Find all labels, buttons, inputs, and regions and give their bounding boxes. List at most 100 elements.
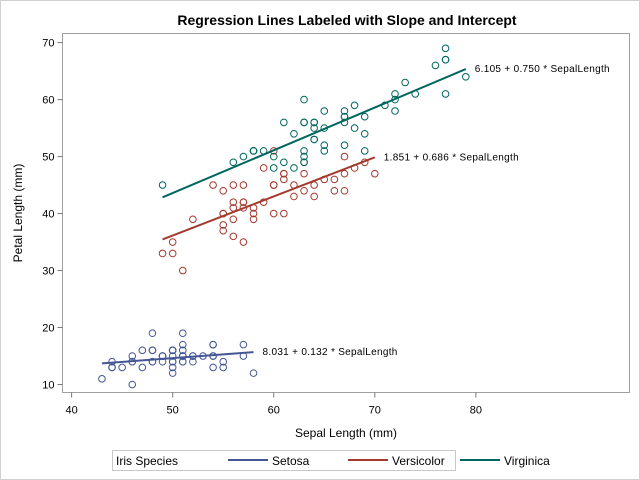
point-versicolor [229,232,238,241]
point-versicolor [290,192,298,201]
point-versicolor [219,186,228,195]
point-setosa [189,357,197,366]
point-setosa [178,329,187,338]
point-versicolor [239,198,248,206]
point-versicolor [340,169,349,178]
point-versicolor [259,164,268,172]
point-virginica [360,147,369,155]
legend-label-virginica: Virginica [504,454,550,468]
point-setosa [219,363,228,372]
point-virginica [350,101,359,110]
point-versicolor [168,249,177,258]
point-versicolor [168,238,177,246]
point-versicolor [371,169,379,178]
regression-line-versicolor [162,156,376,241]
point-virginica [269,164,278,172]
point-versicolor [269,181,278,189]
point-virginica [340,107,349,115]
point-virginica [310,118,318,127]
point-virginica [300,147,308,155]
point-versicolor [229,198,238,206]
point-versicolor [239,238,248,246]
point-versicolor [340,152,349,161]
point-setosa [128,380,137,389]
y-tick-label: 50 [42,152,54,164]
point-virginica [340,141,349,149]
point-setosa [168,363,177,372]
point-versicolor [178,266,187,275]
point-virginica [280,158,288,167]
point-virginica [431,61,440,70]
point-versicolor [300,169,308,178]
x-tick-label: 40 [65,405,77,417]
point-virginica [350,124,359,132]
point-virginica [320,141,329,149]
point-versicolor [280,209,288,218]
point-versicolor [219,221,228,229]
point-versicolor [249,215,258,224]
point-versicolor [219,226,228,235]
y-tick-label: 10 [42,380,54,392]
y-tick-label: 70 [42,38,54,50]
legend-label-setosa: Setosa [272,454,310,468]
point-setosa [148,346,157,355]
point-virginica [290,164,298,172]
point-setosa [178,352,187,360]
legend-label-versicolor: Versicolor [392,454,445,468]
point-setosa [108,363,116,372]
y-axis-label: Petal Length (mm) [11,164,25,263]
point-virginica [158,181,167,189]
point-setosa [138,363,147,372]
point-virginica [360,129,369,138]
point-virginica [441,44,450,53]
point-virginica [280,118,288,127]
point-setosa [239,340,248,349]
legend-title: Iris Species [116,454,178,468]
point-setosa [128,352,137,360]
point-versicolor [209,181,217,189]
point-setosa [178,340,187,349]
point-setosa [168,346,177,355]
x-tick-label: 60 [268,405,280,417]
point-setosa [98,375,106,383]
point-setosa [168,369,177,377]
chart-title: Regression Lines Labeled with Slope and … [177,12,517,28]
legend-box [112,450,456,471]
point-versicolor [330,175,339,184]
point-setosa [249,369,258,377]
point-setosa [148,329,157,338]
point-virginica [300,118,308,127]
point-versicolor [189,215,197,224]
y-tick-label: 20 [42,323,54,335]
point-versicolor [280,169,288,178]
point-virginica [300,95,308,104]
point-versicolor [280,175,288,184]
point-virginica [441,90,450,98]
point-virginica [391,90,399,98]
point-versicolor [158,249,167,258]
point-virginica [320,147,329,155]
point-virginica [461,73,470,81]
point-versicolor [229,181,238,189]
point-setosa [178,346,187,355]
point-virginica [300,152,308,161]
point-virginica [269,152,278,161]
point-virginica [441,55,450,64]
y-tick-label: 60 [42,95,54,107]
y-tick-label: 40 [42,209,54,221]
x-tick-label: 70 [369,405,381,417]
regression-label-versicolor: 1.851 + 0.686 * SepalLength [384,152,519,163]
point-setosa [138,346,147,355]
point-setosa [209,340,217,349]
point-virginica [290,129,298,138]
point-setosa [209,363,217,372]
point-versicolor [330,186,339,195]
point-virginica [391,107,399,115]
regression-line-virginica [162,68,467,199]
point-setosa [148,357,157,366]
point-versicolor [239,181,248,189]
point-versicolor [300,186,308,195]
point-versicolor [310,192,318,201]
